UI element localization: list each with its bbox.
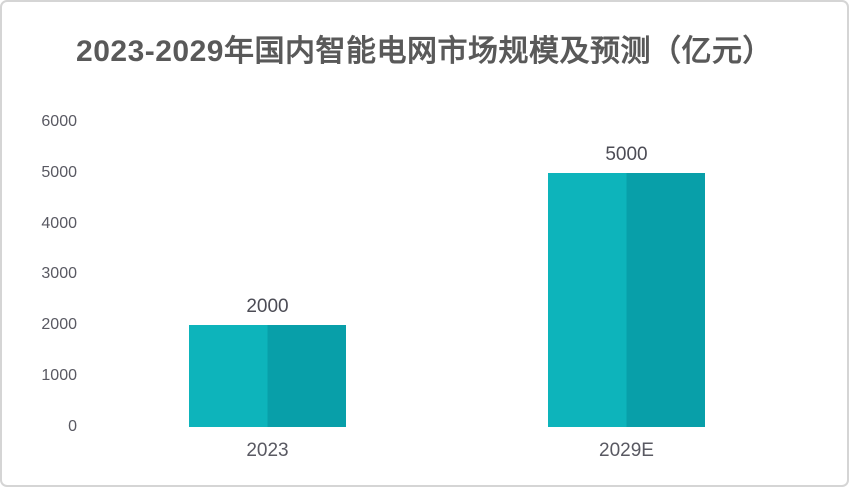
y-tick-label: 3000 — [41, 265, 77, 283]
category-label-2023: 2023 — [246, 439, 289, 461]
bar-2029E — [548, 172, 705, 427]
y-axis: 0 1000 2000 3000 4000 5000 6000 — [2, 2, 77, 485]
y-tick-label: 2000 — [41, 316, 77, 333]
y-tick-label: 1000 — [41, 366, 77, 384]
chart-title: 2023-2029年国内智能电网市场规模及预测（亿元） — [76, 35, 773, 68]
y-tick-label: 4000 — [41, 214, 77, 232]
y-tick-label: 6000 — [41, 113, 77, 130]
y-tick-label: 0 — [68, 417, 77, 435]
data-label-2023: 2000 — [246, 296, 289, 317]
bar-2023 — [189, 325, 346, 427]
category-label-2029E: 2029E — [599, 439, 654, 461]
y-tick-label: 5000 — [41, 163, 77, 181]
data-label-2029E: 5000 — [605, 143, 648, 165]
